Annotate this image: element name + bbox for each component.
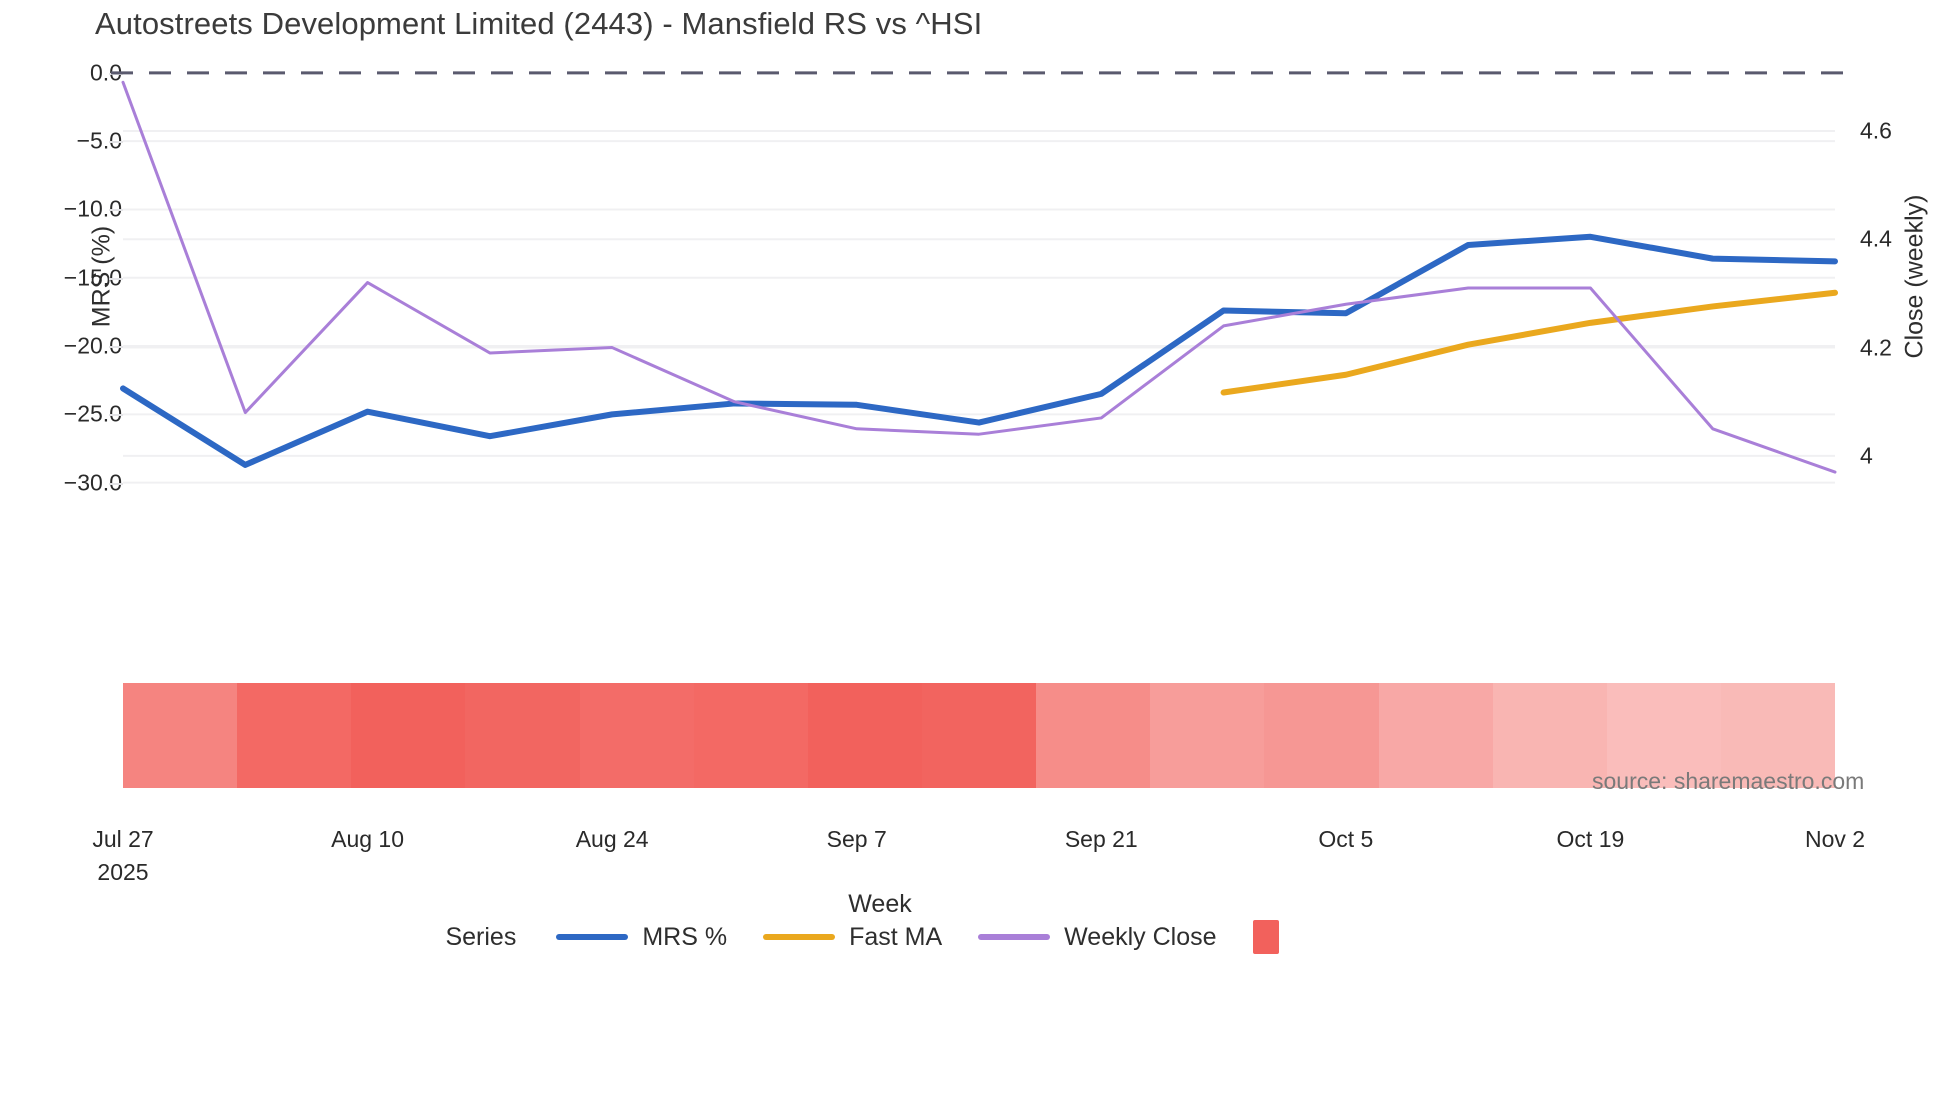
heatmap-cell: [351, 683, 466, 788]
heatmap-cell: [123, 683, 238, 788]
x-axis-tick-label: Aug 24: [576, 826, 649, 853]
legend-entry[interactable]: MRS %: [556, 923, 727, 952]
y-axis-left-tick-label: −15.0: [63, 264, 122, 291]
legend-entry[interactable]: Weekly Close: [978, 922, 1217, 952]
y-axis-left-tick-label: −30.0: [63, 469, 122, 496]
legend-label: MRS %: [642, 922, 728, 951]
x-axis-tick-label: Sep 7: [827, 826, 887, 853]
chart-canvas: [111, 71, 1847, 484]
y-axis-left-tick-mark: [109, 277, 123, 280]
y-axis-right-tick-label: 4.4: [1860, 225, 1892, 252]
x-axis-tick-label-text: Oct 5: [1318, 826, 1374, 852]
x-axis-tick-label: Sep 21: [1065, 826, 1138, 853]
y-axis-right-tick-label: 4.6: [1860, 117, 1892, 144]
heatmap-cell: [693, 683, 808, 788]
y-axis-left-tick-label: −25.0: [63, 400, 122, 427]
y-axis-left-tick-mark: [109, 482, 123, 485]
plot-area: [111, 66, 1847, 510]
y-axis-left-tick-mark: [109, 141, 123, 144]
legend-entries: MRS % Fast MA Weekly Close: [556, 920, 1314, 954]
legend-swatch-box: [1252, 920, 1279, 954]
heatmap-cell: [1036, 683, 1151, 788]
legend-entry[interactable]: Fast MA: [763, 923, 942, 952]
legend-swatch-line: [763, 934, 836, 940]
x-axis-tick-label: Oct 19: [1557, 826, 1625, 853]
heatmap-cell: [1378, 683, 1493, 788]
legend-label: Fast MA: [849, 922, 943, 951]
y-axis-left-tick-mark: [109, 209, 123, 212]
series-line-weekly-close: [121, 80, 1837, 474]
heatmap-cell: [1264, 683, 1379, 788]
x-axis-tick-label: Oct 5: [1318, 826, 1373, 853]
heatmap-cell: [579, 683, 694, 788]
x-axis-tick-label-text: Nov 2: [1804, 826, 1866, 852]
heatmap-cell: [465, 683, 580, 788]
y-axis-right-tick-label: 4.2: [1860, 334, 1892, 361]
y-axis-left-tick-mark: [109, 346, 123, 349]
page-title: Autostreets Development Limited (2443) -…: [95, 6, 983, 41]
x-axis-tick-year-label: 2025: [97, 859, 149, 885]
heatmap-cell: [807, 683, 922, 788]
gridlines: [123, 129, 1835, 484]
x-axis-tick-label-text: Sep 7: [826, 826, 887, 852]
legend-swatch-line: [978, 934, 1051, 940]
legend-swatch-line: [556, 934, 629, 940]
heatmap-cell: [1720, 683, 1836, 788]
x-axis-tick-label: Nov 2: [1805, 826, 1865, 853]
legend-label: Weekly Close: [1064, 922, 1217, 951]
heatmap-cell: [1150, 683, 1265, 788]
source-watermark: source: sharemaestro.com: [1592, 768, 1865, 794]
x-axis-tick-label-text: Aug 24: [575, 826, 649, 852]
x-axis-tick-label: Aug 10: [331, 826, 404, 853]
series-paths: [120, 80, 1838, 474]
legend-entry[interactable]: [1252, 920, 1279, 954]
heatmap-cell: [921, 683, 1037, 788]
x-axis-tick-label-text: Jul 27: [92, 826, 154, 852]
y-axis-left-tick-label: −5.0: [76, 127, 122, 154]
rs-strength-heatmap-band: [123, 683, 1836, 788]
series-line-fast-ma: [1220, 289, 1838, 396]
x-axis-tick-label-text: Oct 19: [1556, 826, 1625, 852]
x-axis-tick-label-text: Sep 21: [1064, 826, 1138, 852]
y-axis-left-tick-label: 0.0: [90, 59, 122, 86]
heatmap-cell: [237, 683, 352, 788]
heatmap-cell: [1492, 683, 1607, 788]
x-axis-title: Week: [848, 890, 912, 918]
y-axis-right-tick-label: 4: [1860, 442, 1873, 469]
x-axis-tick-label: Jul 27 2025: [92, 826, 153, 886]
y-axis-left-tick-label: −10.0: [63, 195, 122, 222]
legend: Series MRS % Fast MA Weekly Close: [0, 920, 1760, 954]
heatmap-cell: [1606, 683, 1721, 788]
legend-title: Series: [445, 922, 517, 951]
series-line-mrs: [120, 233, 1838, 468]
y-axis-left-tick-label: −20.0: [63, 332, 122, 359]
y-axis-left-tick-mark: [109, 414, 123, 417]
x-axis-tick-label-text: Aug 10: [331, 826, 405, 852]
